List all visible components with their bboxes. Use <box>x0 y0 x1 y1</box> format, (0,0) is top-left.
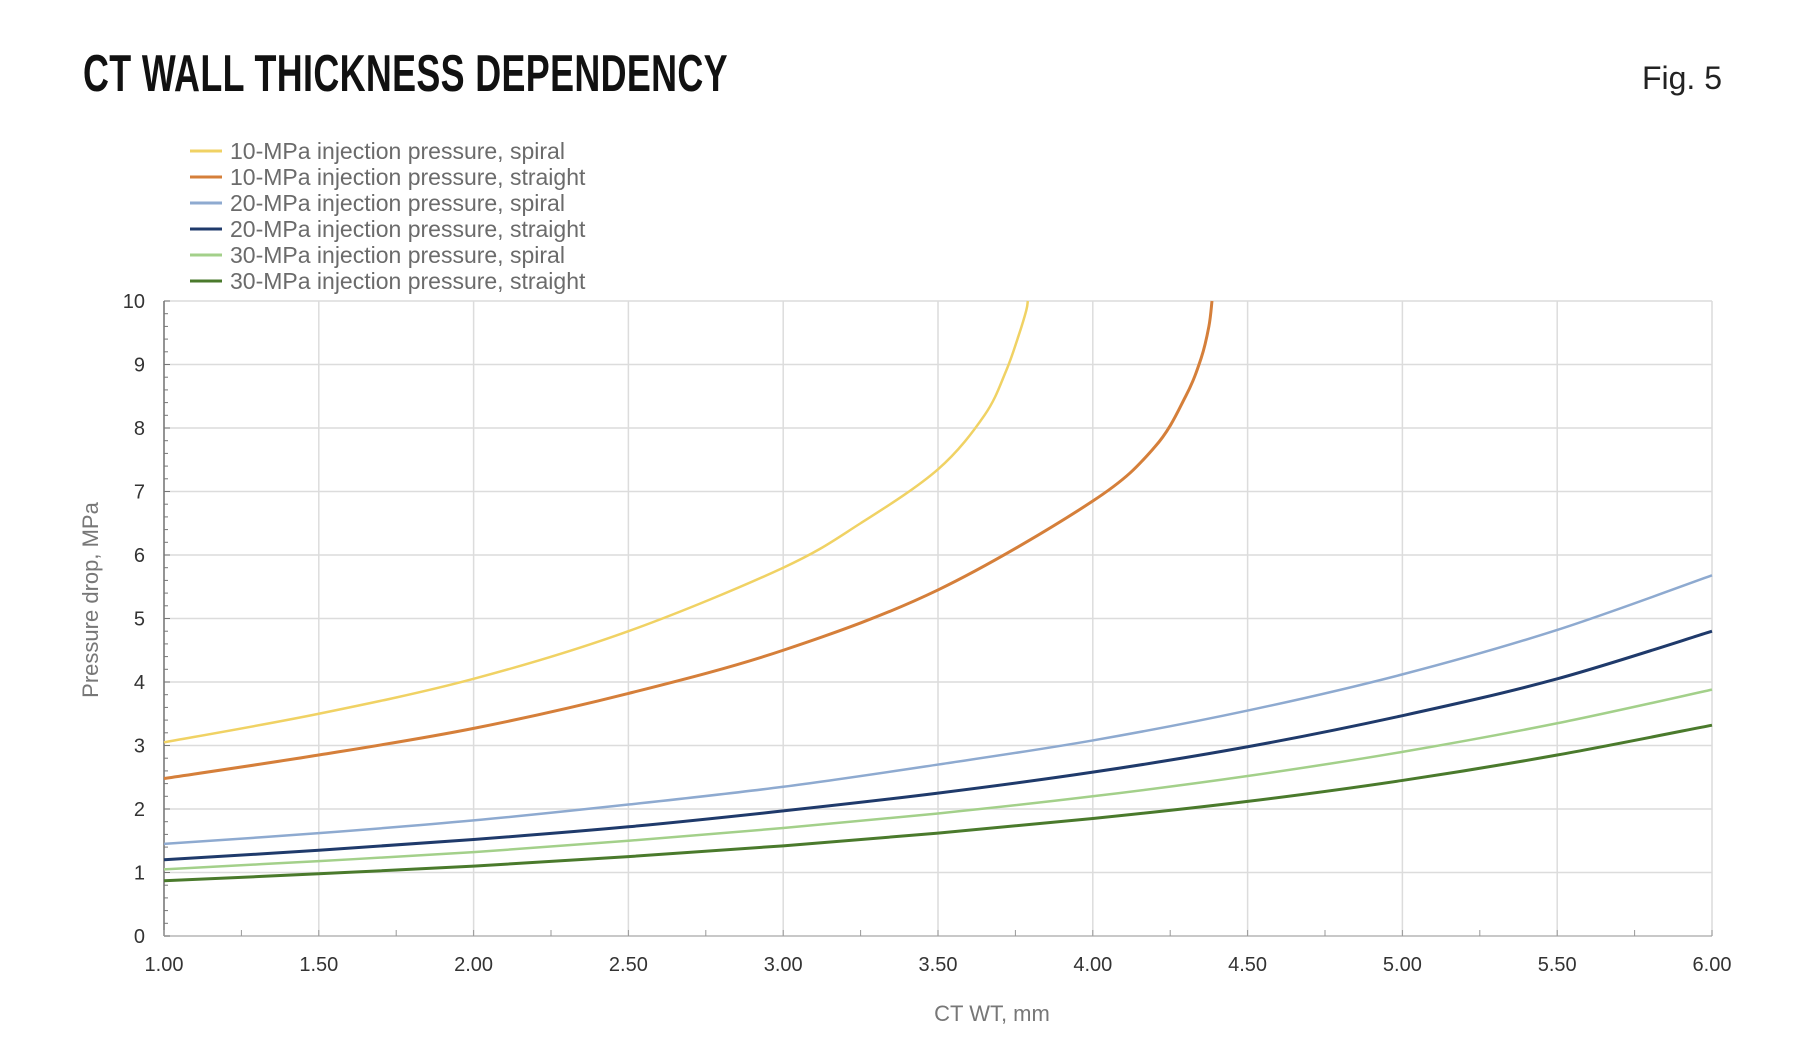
legend-label: 10-MPa injection pressure, straight <box>230 164 586 190</box>
y-tick-label: 5 <box>134 609 145 631</box>
legend-item: 30-MPa injection pressure, straight <box>190 268 586 294</box>
y-tick-label: 9 <box>134 355 145 377</box>
x-tick-label: 2.00 <box>454 954 493 976</box>
series-line <box>163 629 1713 862</box>
x-tick-label: 5.00 <box>1383 954 1422 976</box>
y-tick-label: 6 <box>134 545 145 567</box>
y-tick-label: 1 <box>134 863 145 885</box>
legend-item: 30-MPa injection pressure, spiral <box>190 242 565 268</box>
y-tick-label: 4 <box>134 672 145 694</box>
y-tick-label: 0 <box>134 926 145 948</box>
series-lines <box>163 300 1713 883</box>
legend-item: 20-MPa injection pressure, straight <box>190 216 586 242</box>
x-tick-label: 6.00 <box>1693 954 1732 976</box>
y-tick-label: 7 <box>134 482 145 504</box>
x-tick-label: 5.50 <box>1538 954 1577 976</box>
x-axis-title: CT WT, mm <box>934 1001 1050 1026</box>
y-tick-label: 10 <box>123 291 145 313</box>
series-line <box>163 300 1030 744</box>
legend-label: 30-MPa injection pressure, straight <box>230 268 586 294</box>
series-line <box>163 688 1713 871</box>
legend-label: 30-MPa injection pressure, spiral <box>230 242 565 268</box>
chart-title: CT WALL THICKNESS DEPENDENCY <box>83 45 728 103</box>
grid <box>163 300 1713 937</box>
x-tick-label: 1.00 <box>145 954 184 976</box>
legend-label: 20-MPa injection pressure, spiral <box>230 190 565 216</box>
x-tick-label: 3.00 <box>764 954 803 976</box>
figure-label: Fig. 5 <box>1641 60 1722 96</box>
legend-item: 20-MPa injection pressure, spiral <box>190 190 565 216</box>
x-tick-label: 3.50 <box>919 954 958 976</box>
y-tick-label: 2 <box>134 799 145 821</box>
y-tick-label: 8 <box>134 418 145 440</box>
x-tick-label: 4.50 <box>1228 954 1267 976</box>
y-axis-title: Pressure drop, MPa <box>78 501 103 697</box>
x-tick-label: 2.50 <box>609 954 648 976</box>
legend-item: 10-MPa injection pressure, spiral <box>190 138 565 164</box>
x-tick-label: 4.00 <box>1073 954 1112 976</box>
y-tick-label: 3 <box>134 736 145 758</box>
series-line <box>163 574 1713 846</box>
legend-label: 10-MPa injection pressure, spiral <box>230 138 565 164</box>
legend-item: 10-MPa injection pressure, straight <box>190 164 586 190</box>
x-tick-label: 1.50 <box>299 954 338 976</box>
series-line <box>163 300 1214 781</box>
legend-label: 20-MPa injection pressure, straight <box>230 216 586 242</box>
series-line <box>163 723 1713 883</box>
axes: 1.00 1.50 2.00 2.50 3.00 3.50 4.00 4.50 5.00 5.50… <box>123 291 1732 976</box>
legend: 10-MPa injection pressure, spiral10-MPa … <box>190 138 586 294</box>
